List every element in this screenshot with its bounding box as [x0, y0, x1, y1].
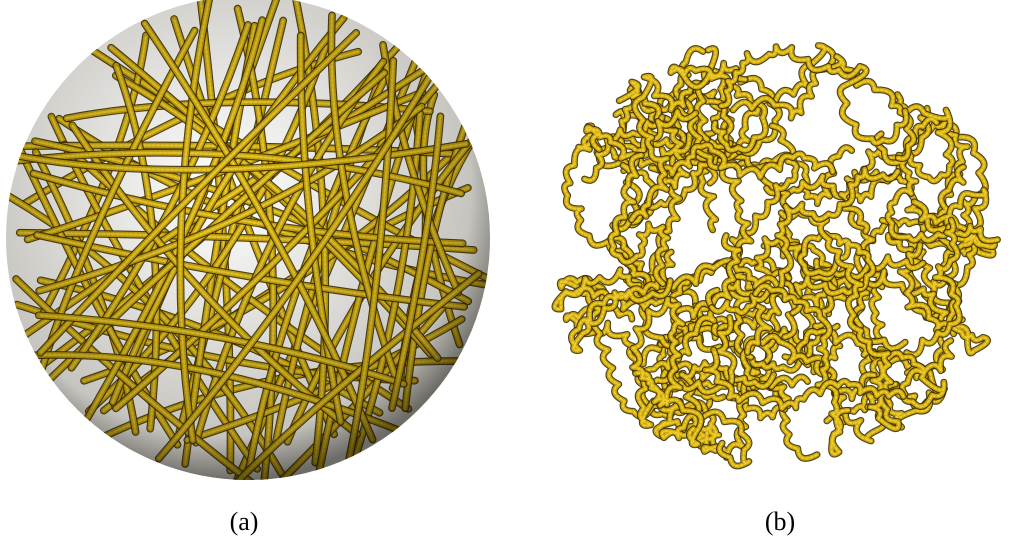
chain-strand — [704, 348, 905, 410]
chain-strand — [669, 62, 767, 152]
chain-strand — [585, 126, 834, 179]
chain-strand — [754, 284, 850, 456]
panel-a-label: (a) — [229, 507, 259, 536]
chain-strand — [630, 75, 703, 221]
figure-panel-a: (a) — [6, 0, 490, 536]
chain-strand — [780, 206, 900, 430]
spherical-chain-illustration — [6, 0, 490, 480]
crumpled-chain-illustration — [551, 42, 1001, 470]
chain-strand — [796, 329, 953, 408]
chain-strand — [563, 124, 690, 292]
chain-strand — [875, 132, 999, 242]
chain-strand — [630, 77, 781, 224]
chain-strand — [637, 289, 735, 427]
chain-strand — [609, 154, 669, 285]
chain-strand — [720, 45, 908, 145]
chain-strand — [895, 93, 954, 182]
figure-panel-b: (b) — [514, 0, 1028, 552]
chain-strand — [674, 47, 753, 359]
chain-strand — [614, 90, 735, 164]
chain-strand — [570, 250, 674, 352]
chain-strand — [710, 168, 899, 314]
panel-b-label: (b) — [764, 507, 796, 536]
chain-strand — [631, 297, 703, 446]
chain-strand — [783, 232, 875, 339]
